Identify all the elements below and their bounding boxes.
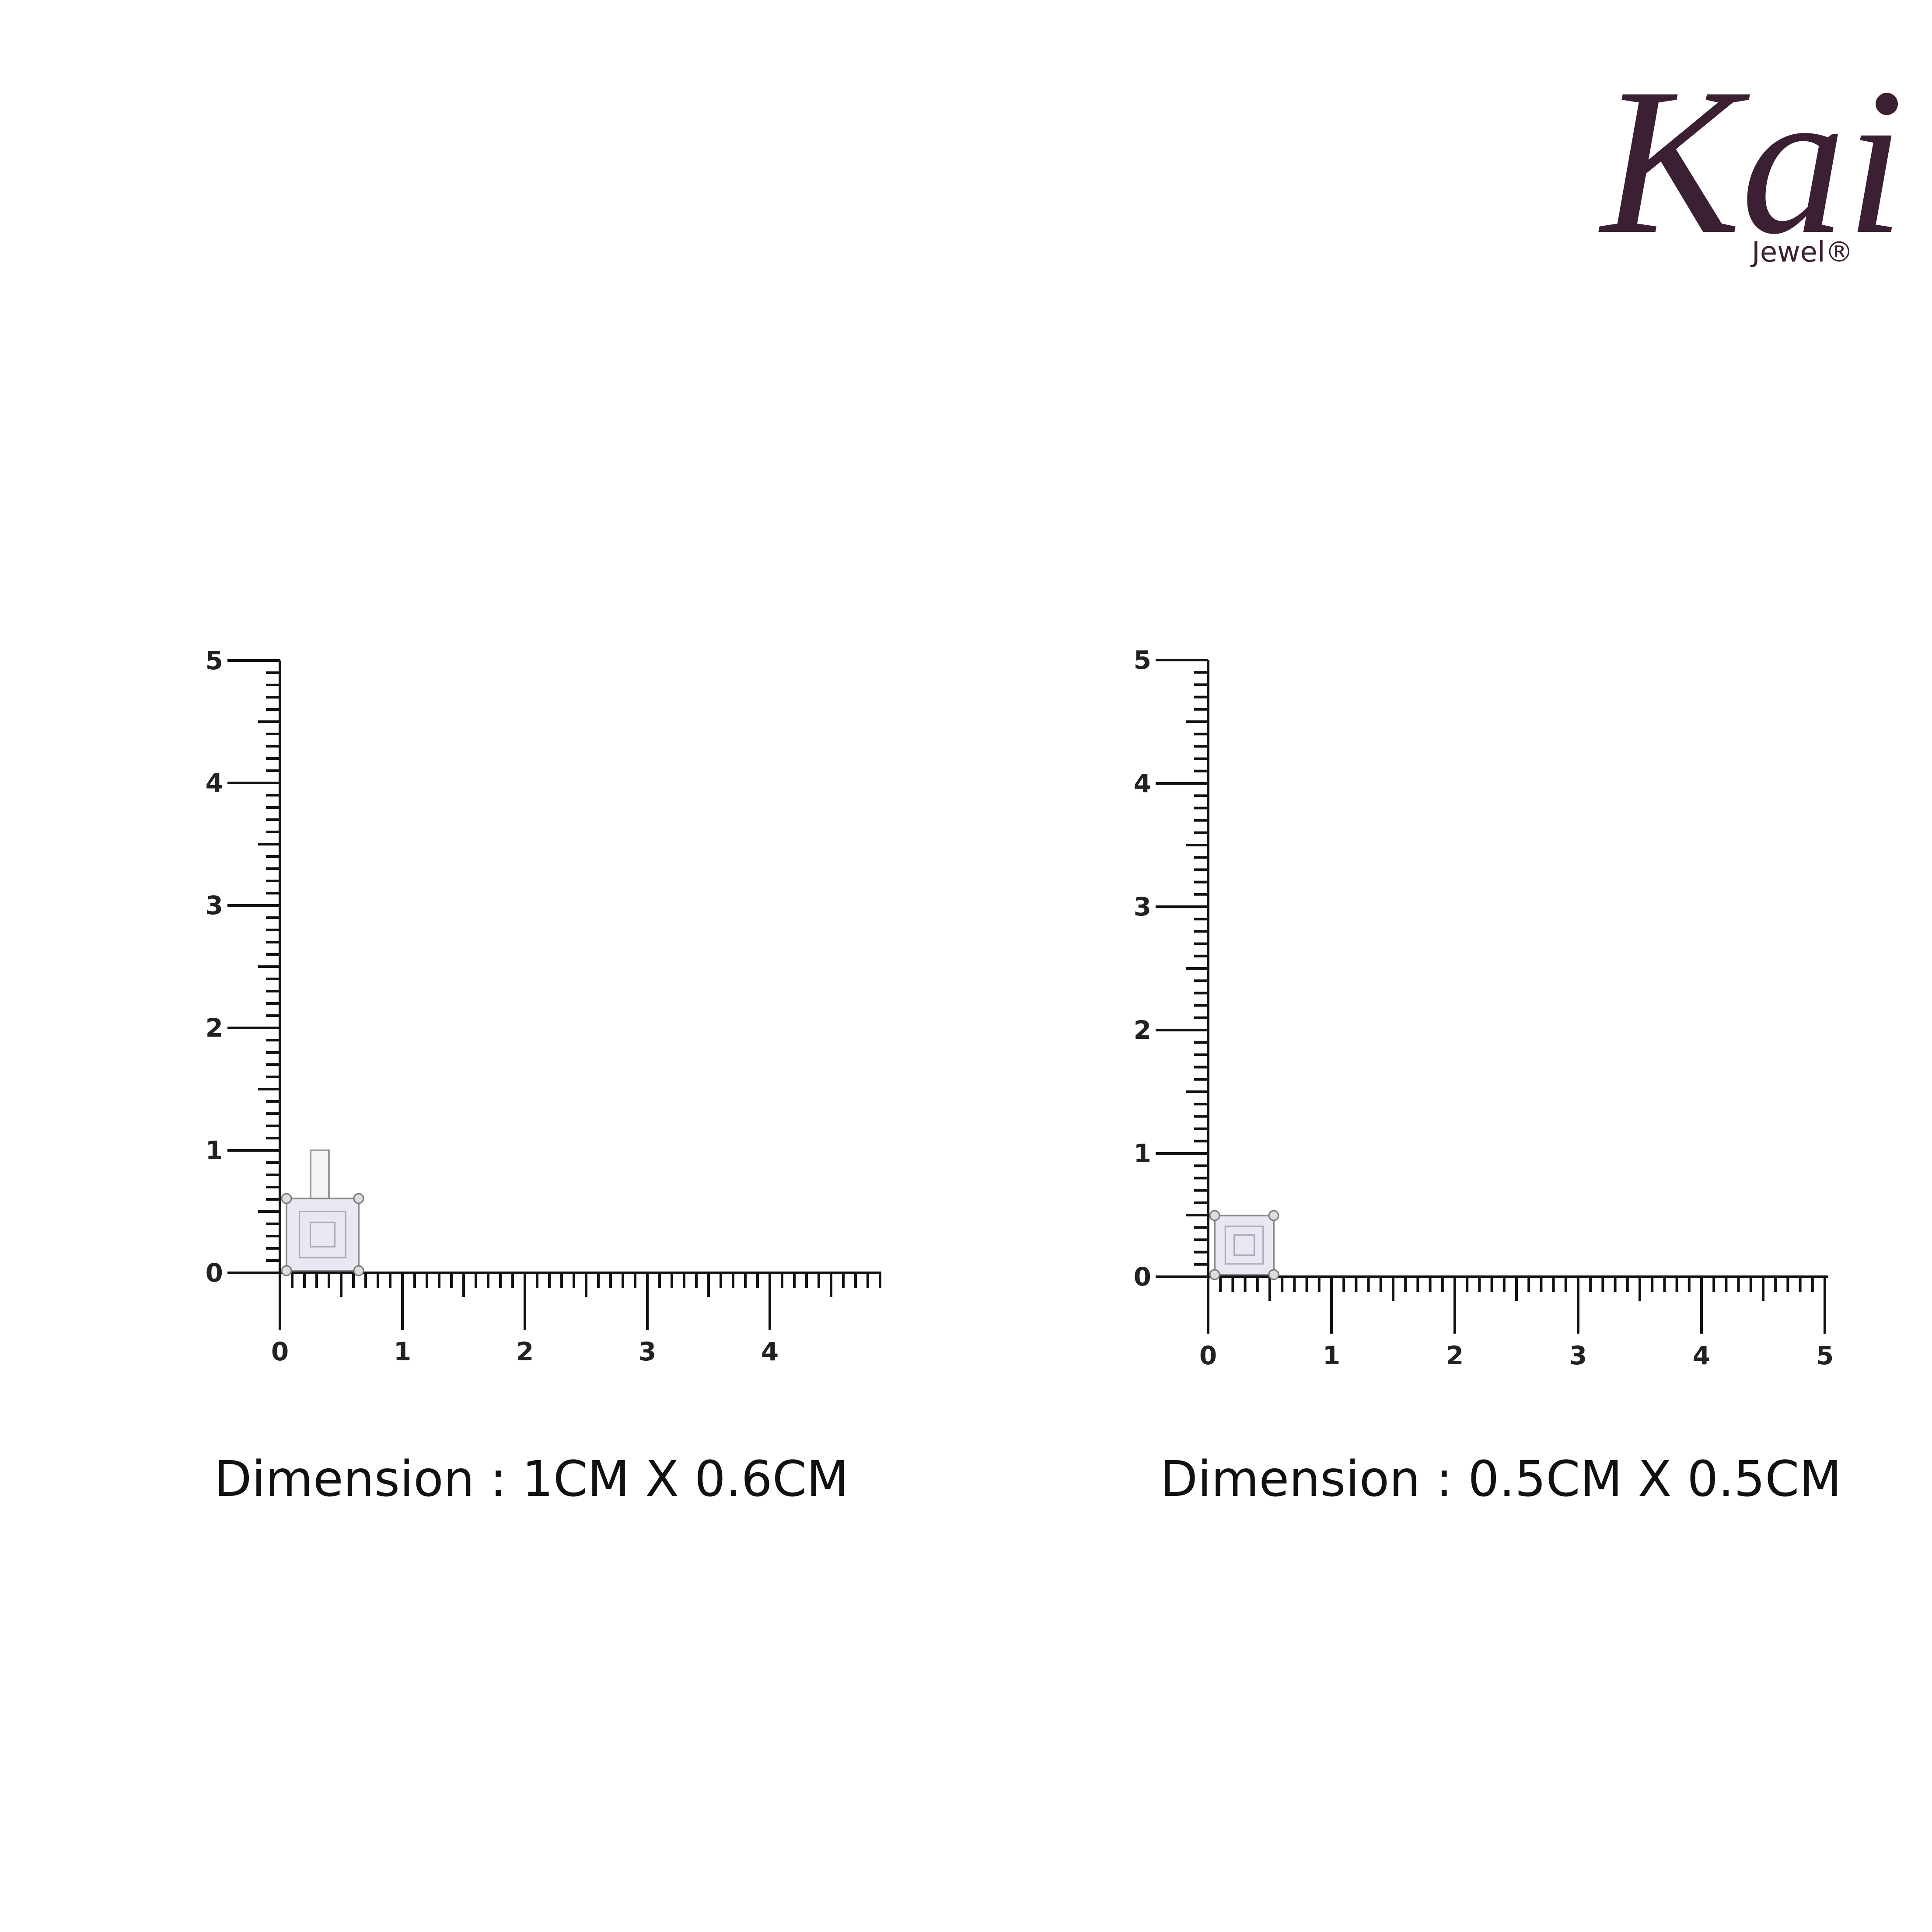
y-ruler-label: 5 (206, 646, 223, 675)
y-ruler-label: 3 (206, 891, 223, 920)
y-ruler-label: 1 (1134, 1139, 1151, 1168)
x-ruler-label: 3 (639, 1337, 656, 1366)
y-ruler-label: 0 (1134, 1262, 1151, 1292)
prong (1268, 1210, 1279, 1221)
logo: Kai Jewel® (1598, 45, 1904, 277)
bail (310, 1149, 330, 1200)
panels: 0 1 2 3 4 5 0 1 2 3 4 Dimension : 1CM X 0.6CM 0 1 2 3 4 5… (206, 645, 1841, 1508)
x-ruler-label: 1 (394, 1337, 411, 1366)
prong (1268, 1269, 1279, 1280)
x-ruler-label: 0 (271, 1337, 289, 1366)
y-ruler-label: 3 (1134, 892, 1151, 922)
y-ruler-label: 5 (1134, 645, 1151, 675)
product-image (1209, 1210, 1279, 1280)
prong (353, 1193, 364, 1204)
caption: Dimension : 1CM X 0.6CM (214, 1451, 849, 1508)
x-ruler-label: 4 (761, 1337, 779, 1366)
prong (281, 1265, 292, 1276)
caption: Dimension : 0.5CM X 0.5CM (1160, 1451, 1841, 1508)
logo-brand: Kai (1598, 45, 1904, 277)
x-ruler-label: 1 (1323, 1341, 1340, 1370)
gem-outer (286, 1198, 360, 1272)
prong (353, 1265, 364, 1276)
x-ruler-label: 2 (1446, 1341, 1464, 1370)
gem-step (1233, 1234, 1255, 1256)
x-ruler-label: 0 (1199, 1341, 1217, 1370)
x-ruler-label: 5 (1816, 1341, 1834, 1370)
ruler (1156, 659, 1828, 1334)
x-ruler-label: 3 (1569, 1341, 1587, 1370)
gem-step (299, 1211, 346, 1258)
y-ruler-label: 0 (206, 1258, 223, 1288)
product-image (281, 1149, 364, 1276)
y-ruler-label: 2 (206, 1013, 223, 1043)
ruler (227, 659, 881, 1330)
x-ruler-label: 2 (516, 1337, 534, 1366)
y-ruler-label: 2 (1134, 1015, 1151, 1045)
prong (1209, 1269, 1220, 1280)
prong (1209, 1210, 1220, 1221)
logo-sub: Jewel® (1750, 236, 1853, 269)
gem-step (1224, 1225, 1264, 1265)
gem-outer (1214, 1215, 1275, 1275)
prong (281, 1193, 292, 1204)
gem-step (309, 1221, 336, 1248)
y-ruler-label: 4 (206, 768, 223, 798)
y-ruler-label: 1 (206, 1135, 223, 1165)
x-ruler-label: 4 (1693, 1341, 1710, 1370)
y-ruler-label: 4 (1134, 769, 1151, 798)
